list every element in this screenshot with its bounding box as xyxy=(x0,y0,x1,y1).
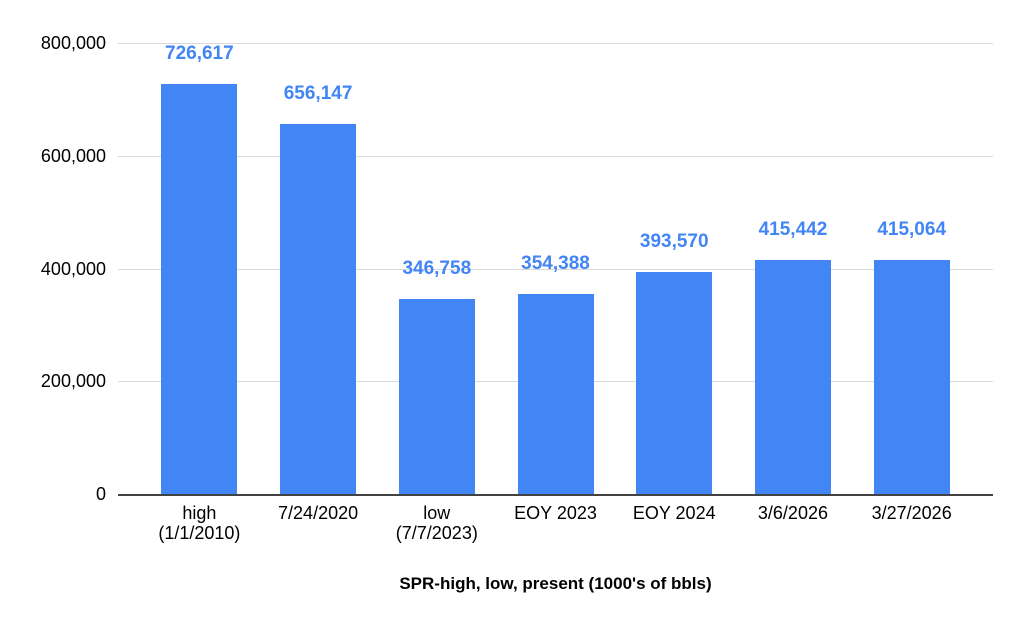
x-tick-label-line: 3/6/2026 xyxy=(757,503,828,523)
gridline xyxy=(118,268,993,270)
x-tick-label: 3/27/2026 xyxy=(852,503,971,543)
bar-value-label: 726,617 xyxy=(165,43,234,65)
x-axis-labels: high (1/1/2010) 7/24/2020 low (7/7/2023) EOY … xyxy=(140,503,971,543)
bar xyxy=(280,124,357,494)
bar xyxy=(398,298,475,494)
bar xyxy=(636,272,713,494)
bars-row: 726,617 656,147 346,758 354,388 393,570 415,4… xyxy=(140,43,971,494)
y-tick-label: 400,000 xyxy=(40,258,106,279)
x-tick-label: EOY 2023 xyxy=(496,503,615,543)
bar-value-label: 354,388 xyxy=(521,253,590,275)
x-tick-label-line: (1/1/2010) xyxy=(158,523,241,543)
x-tick-label-line: EOY 2024 xyxy=(632,503,716,523)
bar xyxy=(517,294,594,494)
bar-value-label: 415,064 xyxy=(877,219,947,241)
x-tick-label-line: high xyxy=(182,503,217,523)
bar-value-label: 415,442 xyxy=(758,218,828,240)
y-tick-label: 800,000 xyxy=(40,33,106,53)
y-tick-label: 0 xyxy=(95,484,106,504)
x-tick-label-line: low xyxy=(423,503,451,523)
bar-column: 354,388 xyxy=(496,43,615,494)
bar-column: 415,064 xyxy=(852,43,971,494)
gridline xyxy=(118,43,993,44)
gridline xyxy=(118,155,993,157)
x-tick-label: 3/6/2026 xyxy=(734,503,853,543)
chart-title: SPR-high, low, present (1000's of bbls) xyxy=(399,574,712,593)
x-tick-label-line: (7/7/2023) xyxy=(395,523,478,543)
bar xyxy=(161,84,238,494)
x-tick-label: 7/24/2020 xyxy=(259,503,378,543)
bar xyxy=(754,259,831,494)
x-tick-label: low (7/7/2023) xyxy=(377,503,496,543)
x-tick-label-line: 7/24/2020 xyxy=(278,503,359,523)
x-axis-line xyxy=(118,494,993,496)
x-tick-label: EOY 2024 xyxy=(615,503,734,543)
bar-column: 393,570 xyxy=(615,43,734,494)
bar-value-label: 656,147 xyxy=(283,83,353,105)
bar-column: 415,442 xyxy=(734,43,853,494)
y-tick-label: 200,000 xyxy=(40,371,106,392)
x-tick-label-line: EOY 2023 xyxy=(514,503,597,523)
bar-column: 726,617 xyxy=(140,43,259,494)
plot-area: 726,617 656,147 346,758 354,388 393,570 415,4… xyxy=(118,43,993,496)
x-tick-label-line: 3/27/2026 xyxy=(871,503,952,523)
bar-column: 656,147 xyxy=(259,43,378,494)
bar-column: 346,758 xyxy=(377,43,496,494)
y-tick-label: 600,000 xyxy=(40,145,106,166)
x-tick-label: high (1/1/2010) xyxy=(140,503,259,543)
bar-value-label: 393,570 xyxy=(639,231,709,253)
bar xyxy=(873,260,950,494)
bar-value-label: 346,758 xyxy=(402,257,472,279)
